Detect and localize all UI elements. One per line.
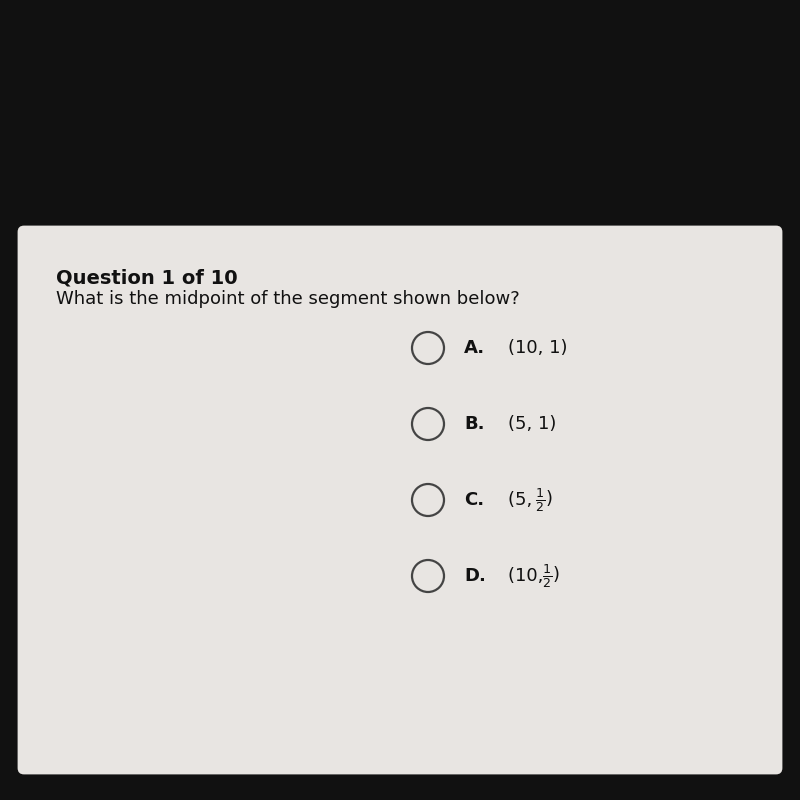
- Text: A.: A.: [464, 339, 485, 357]
- Text: (5,: (5,: [508, 491, 538, 509]
- Text: C.: C.: [464, 491, 484, 509]
- Text: B.: B.: [464, 415, 485, 433]
- Text: y: y: [210, 335, 218, 349]
- Text: (5, 4): (5, 4): [276, 423, 308, 436]
- Text: D.: D.: [464, 567, 486, 585]
- Text: -10: -10: [71, 513, 88, 523]
- Text: Question 1 of 10: Question 1 of 10: [56, 268, 238, 287]
- Text: (10,: (10,: [508, 567, 549, 585]
- Text: (5, 1): (5, 1): [508, 415, 556, 433]
- Text: x: x: [350, 486, 358, 499]
- Text: 10: 10: [175, 356, 189, 366]
- Text: What is the midpoint of the segment shown below?: What is the midpoint of the segment show…: [56, 290, 520, 307]
- Text: (10, 1): (10, 1): [508, 339, 567, 357]
- Text: $\frac{1}{2})$: $\frac{1}{2})$: [535, 486, 553, 514]
- Text: 10: 10: [330, 513, 343, 523]
- Text: $\frac{1}{2})$: $\frac{1}{2})$: [542, 562, 560, 590]
- Text: (5, -3): (5, -3): [276, 547, 312, 560]
